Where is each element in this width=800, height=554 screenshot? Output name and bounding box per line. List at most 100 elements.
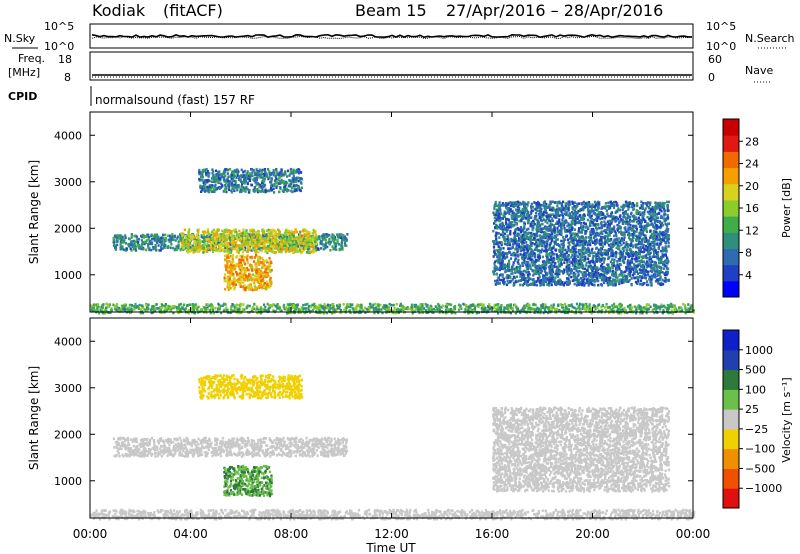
heatmap-cell	[554, 276, 557, 279]
heatmap-cell	[599, 231, 602, 235]
heatmap-cell	[519, 275, 522, 278]
heatmap-cell	[599, 276, 602, 279]
heatmap-cell	[278, 243, 281, 247]
heatmap-cell	[212, 188, 215, 191]
heatmap-cell	[255, 266, 258, 270]
heatmap-cell	[651, 268, 654, 272]
heatmap-cell	[226, 256, 229, 259]
heatmap-cell	[616, 216, 619, 219]
heatmap-cell	[202, 236, 205, 239]
heatmap-cell	[623, 257, 626, 261]
heatmap-cell	[567, 279, 570, 282]
heatmap-cell	[622, 271, 625, 274]
heatmap-cell	[292, 251, 295, 254]
heatmap-cell	[540, 271, 543, 275]
heatmap-cell	[315, 235, 319, 239]
heatmap-cell	[539, 242, 542, 245]
heatmap-cell	[198, 244, 201, 247]
heatmap-cell	[637, 219, 640, 222]
heatmap-cell	[494, 283, 497, 286]
heatmap-cell	[205, 234, 209, 238]
heatmap-cell	[228, 251, 231, 254]
heatmap-cell	[546, 206, 550, 209]
date-range: 27/Apr/2016 – 28/Apr/2016	[446, 1, 663, 20]
heatmap-cell	[290, 239, 293, 242]
heatmap-cell	[523, 261, 526, 265]
heatmap-cell	[606, 281, 609, 285]
heatmap-cell	[653, 260, 656, 264]
heatmap-cell	[532, 209, 535, 212]
heatmap-cell	[242, 281, 245, 284]
heatmap-cell	[233, 281, 236, 284]
heatmap-cell	[548, 275, 551, 279]
heatmap-cell	[541, 260, 545, 263]
heatmap-cell	[252, 229, 256, 232]
heatmap-cell	[238, 282, 241, 286]
heatmap-cell	[262, 265, 265, 269]
heatmap-cell	[273, 243, 276, 247]
heatmap-cell	[541, 227, 545, 231]
heatmap-cell	[275, 181, 278, 184]
heatmap-cell	[251, 266, 254, 269]
heatmap-cell	[226, 168, 229, 172]
heatmap-cell	[261, 256, 264, 260]
heatmap-cell	[571, 206, 574, 209]
heatmap-cell	[154, 235, 157, 239]
heatmap-cell	[249, 274, 252, 277]
heatmap-cell	[246, 177, 249, 181]
heatmap-cell	[624, 255, 627, 259]
heatmap-cell	[265, 280, 268, 284]
heatmap-cell	[268, 263, 271, 266]
heatmap-cell	[280, 174, 283, 178]
heatmap-cell	[263, 260, 266, 263]
heatmap-cell	[606, 205, 609, 208]
heatmap-cell	[584, 232, 587, 236]
heatmap-cell	[553, 201, 556, 204]
heatmap-cell	[621, 274, 624, 277]
heatmap-cell	[507, 247, 510, 250]
heatmap-cell	[215, 239, 218, 243]
heatmap-cell	[639, 250, 642, 254]
heatmap-cell	[273, 191, 276, 194]
heatmap-cell	[261, 228, 264, 231]
heatmap-cell	[291, 242, 295, 245]
freq-label: Freq.	[18, 52, 45, 65]
heatmap-cell	[238, 274, 242, 277]
heatmap-cell	[595, 217, 598, 221]
heatmap-cell	[208, 185, 211, 189]
heatmap-cell	[628, 278, 631, 282]
heatmap-cell	[121, 245, 124, 248]
heatmap-cell	[198, 172, 201, 176]
heatmap-cell	[226, 283, 230, 287]
heatmap-cell	[266, 247, 269, 250]
heatmap-cell	[639, 213, 642, 217]
heatmap-cell	[226, 280, 229, 283]
heatmap-cell	[285, 187, 289, 191]
heatmap-cell	[301, 249, 305, 253]
heatmap-cell	[567, 204, 570, 208]
heatmap-cell	[276, 240, 280, 243]
heatmap-cell	[562, 283, 566, 287]
heatmap-cell	[150, 233, 153, 237]
heatmap-cell	[294, 250, 297, 253]
heatmap-cell	[504, 265, 507, 268]
heatmap-cell	[332, 234, 335, 238]
heatmap-cell	[520, 279, 523, 282]
heatmap-cell	[245, 186, 248, 189]
heatmap-cell	[584, 251, 587, 255]
heatmap-cell	[634, 254, 637, 257]
heatmap-cell	[262, 230, 265, 233]
heatmap-cell	[493, 249, 496, 252]
heatmap-cell	[236, 234, 239, 237]
heatmap-cell	[284, 244, 287, 248]
heatmap-cell	[243, 266, 246, 270]
heatmap-cell	[582, 255, 585, 258]
heatmap-cell	[265, 175, 269, 178]
heatmap-cell	[231, 178, 234, 182]
nsky-tick-top: 10^5	[44, 20, 74, 33]
heatmap-cell	[333, 242, 336, 245]
freq-unit: [MHz]	[8, 66, 40, 79]
heatmap-cell	[249, 175, 252, 178]
heatmap-cell	[116, 234, 119, 237]
heatmap-cell	[239, 268, 242, 272]
